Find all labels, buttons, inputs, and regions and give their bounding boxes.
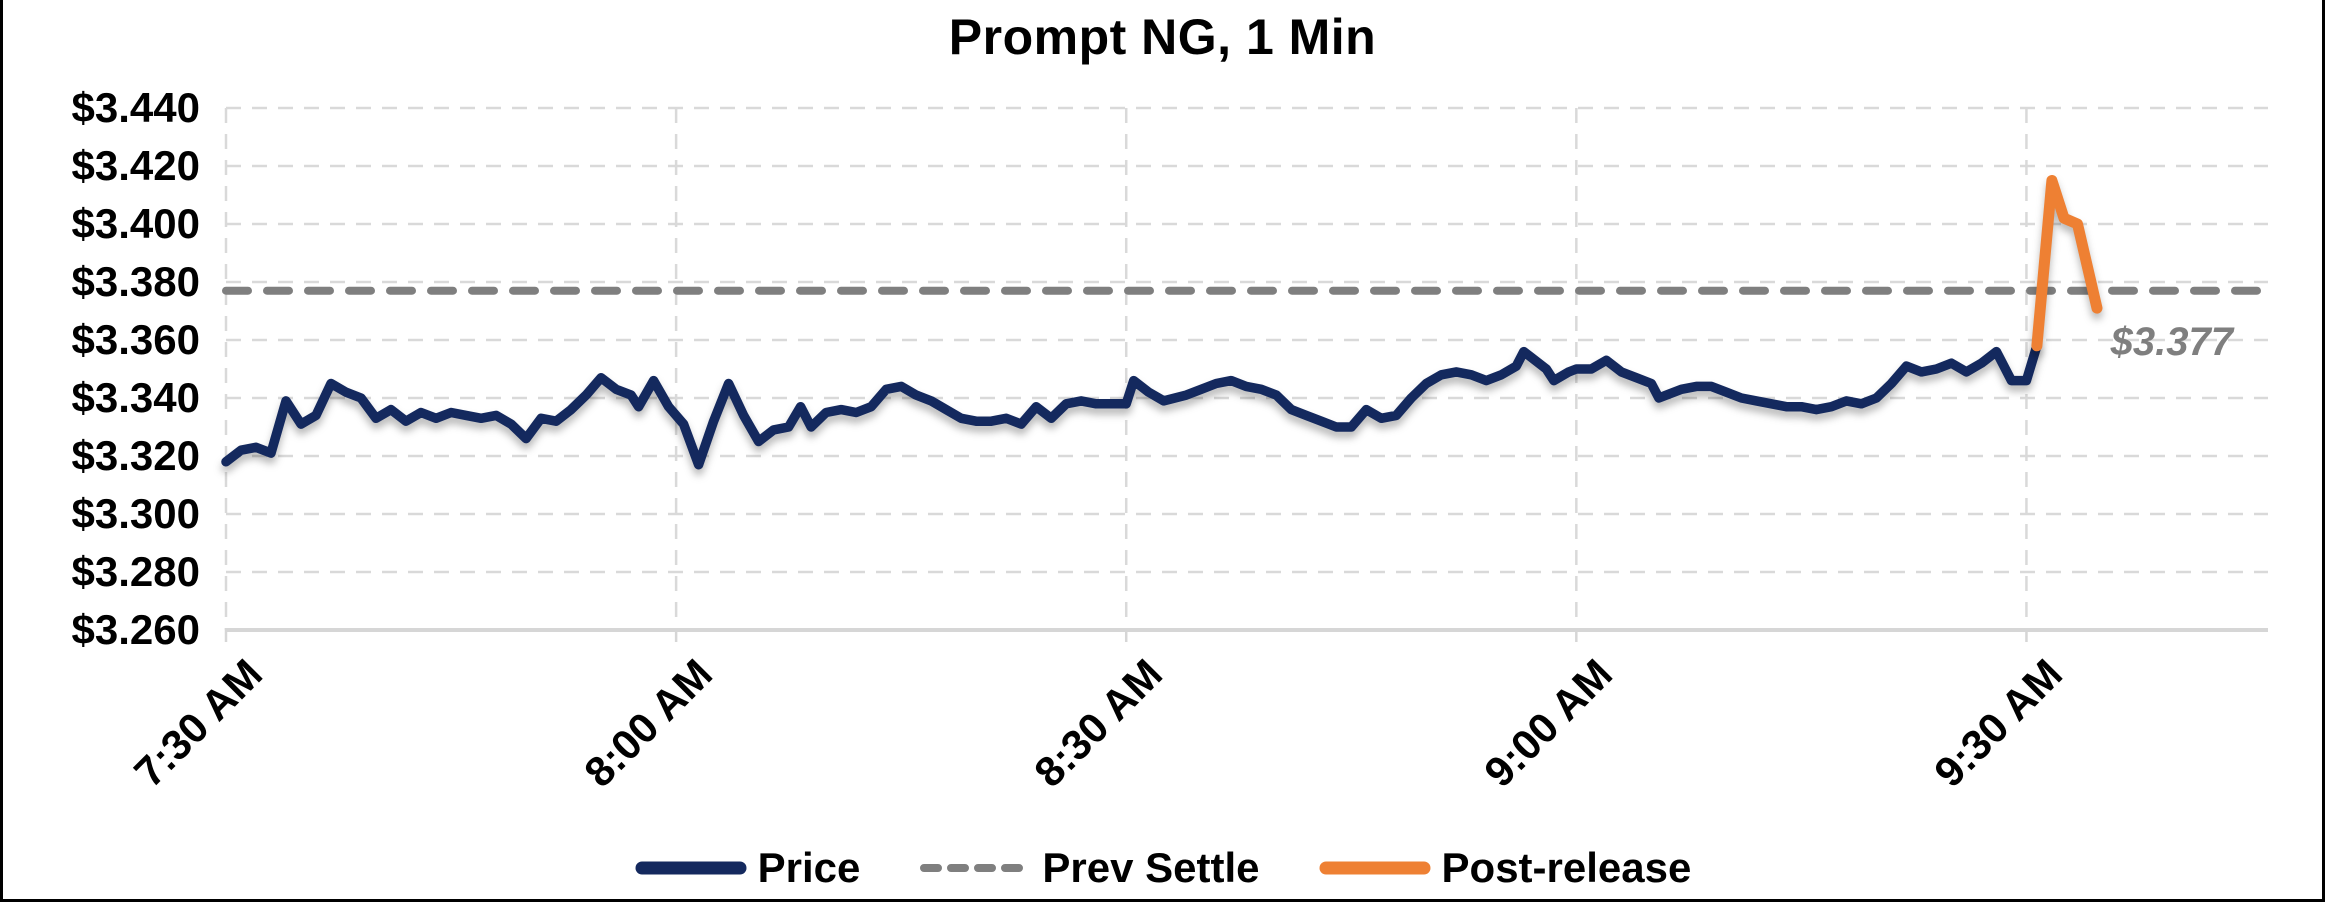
prev-settle-annotation: $3.377 [2110,320,2233,364]
left-border [0,0,3,902]
legend-item-prev-settle: Prev Settle [918,844,1260,891]
legend-label-prev-settle: Prev Settle [1042,844,1260,891]
y-axis-label: $3.440 [71,84,200,131]
post-release-line [2031,175,2103,352]
legend-item-price: Price [634,844,861,891]
y-axis-label: $3.280 [71,548,200,595]
y-axis-label: $3.380 [71,258,200,305]
legend-item-post-release: Post-release [1318,844,1692,891]
y-axis-label: $3.300 [71,490,200,537]
legend: Price Prev Settle Post-release [0,845,2325,891]
legend-label-post-release: Post-release [1441,844,1692,891]
y-axis-label: $3.340 [71,374,200,421]
right-border [2322,0,2325,902]
y-axis-label: $3.260 [71,606,200,653]
y-axis-label: $3.400 [71,200,200,247]
prev-settle-line-swatch [920,864,1031,872]
y-axis-label: $3.360 [71,316,200,363]
price-line-swatch [635,861,747,875]
legend-label-price: Price [757,844,861,891]
post-release-line-swatch [1319,861,1431,875]
y-axis-label: $3.420 [71,142,200,189]
y-axis-label: $3.320 [71,432,200,479]
bottom-border [0,899,2325,902]
chart-title: Prompt NG, 1 Min [948,9,1377,65]
price-line [221,341,2042,470]
